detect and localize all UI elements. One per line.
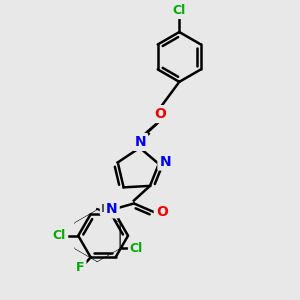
Text: H: H	[101, 204, 111, 214]
Polygon shape	[76, 211, 119, 261]
Text: O: O	[156, 205, 168, 219]
Text: O: O	[154, 107, 166, 121]
Text: Cl: Cl	[130, 242, 143, 255]
Text: N: N	[134, 135, 146, 149]
Text: N: N	[159, 154, 171, 169]
Text: N: N	[106, 202, 118, 216]
Text: Cl: Cl	[52, 229, 65, 242]
Text: F: F	[76, 261, 85, 274]
Text: Cl: Cl	[173, 4, 186, 17]
